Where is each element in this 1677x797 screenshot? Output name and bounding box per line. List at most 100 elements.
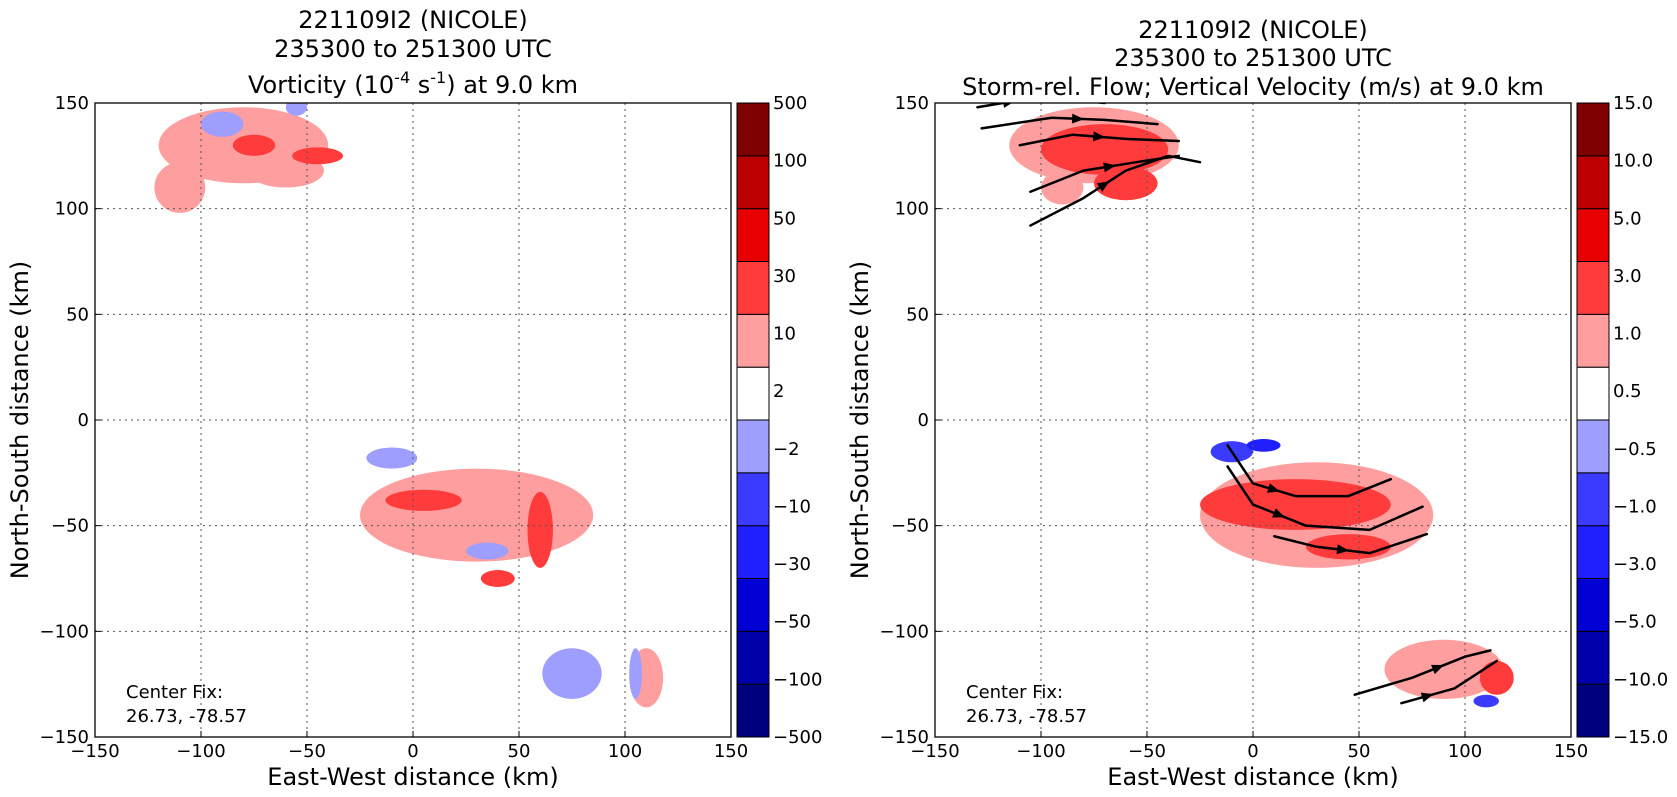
left-x-axis-label: East-West distance (km): [267, 763, 558, 791]
left-y-tick-label-5: 100: [55, 199, 89, 220]
left-contour-regions: [154, 103, 664, 708]
left-contour-region-8: [385, 489, 462, 511]
right-contour-region-2: [1094, 166, 1158, 201]
right-contour-region-8: [1246, 439, 1281, 452]
right-colorbar-label-7: 1.0: [1613, 324, 1642, 345]
left-x-tick-label-6: 150: [714, 741, 748, 762]
left-y-tick-label-0: −150: [40, 727, 89, 748]
right-x-tick-label-5: 100: [1448, 741, 1482, 762]
left-colorbar-label-1: −100: [773, 669, 822, 690]
left-y-axis-label: North-South distance (km): [6, 261, 34, 580]
right-y-tick-label-2: −50: [891, 516, 929, 537]
right-colorbar-swatch-10: [1576, 155, 1610, 210]
right-contour-region-3: [1041, 170, 1084, 205]
right-contour-region-10: [1479, 660, 1514, 695]
right-y-axis-label: North-South distance (km): [846, 261, 874, 580]
right-gridlines: [935, 103, 1571, 737]
right-streamline-arrow-6: [1272, 508, 1286, 518]
left-contour-region-6: [285, 103, 307, 116]
right-x-tick-label-2: −50: [1128, 741, 1166, 762]
right-colorbar-label-10: 10.0: [1613, 151, 1653, 172]
right-y-tick-label-4: 50: [906, 304, 929, 325]
left-x-ticks: −150 −100 −50 0 50 100 150: [70, 731, 748, 762]
right-colorbar-label-6: 0.5: [1613, 381, 1642, 402]
right-colorbar-swatch-3: [1576, 525, 1610, 580]
left-colorbar-label-8: 30: [773, 266, 796, 287]
right-contour-region-5: [1200, 479, 1391, 530]
right-y-tick-label-6: 150: [895, 93, 929, 114]
left-colorbar: −500 −100 −50 −30 −10 −2 2 10 30 50 100 500: [736, 93, 822, 748]
right-x-tick-label-1: −100: [1016, 741, 1065, 762]
right-y-tick-label-5: 100: [895, 199, 929, 220]
left-contour-region-10: [366, 447, 418, 469]
right-title-line-2: 235300 to 251300 UTC: [1114, 44, 1392, 72]
right-colorbar-label-11: 15.0: [1613, 93, 1653, 114]
left-colorbar-label-0: −500: [773, 727, 822, 748]
left-colorbar-swatch-11: [736, 102, 770, 157]
left-y-ticks: −150 −100 −50 0 50 100 150: [40, 93, 101, 748]
left-colorbar-label-10: 100: [773, 151, 807, 172]
right-colorbar: −15.0 −10.0 −5.0 −3.0 −1.0 −0.5 0.5 1.0 3.0 5.0 10…: [1576, 93, 1668, 748]
right-colorbar-swatch-8: [1576, 261, 1610, 315]
left-colorbar-swatch-5: [736, 419, 770, 474]
right-colorbar-swatch-9: [1576, 208, 1610, 263]
right-colorbar-swatch-0: [1576, 683, 1610, 738]
right-streamline-0: [976, 103, 1106, 109]
right-streamline-arrow-7: [1336, 544, 1350, 555]
right-streamline-9: [1400, 659, 1499, 705]
right-streamline-arrow-3: [1103, 162, 1116, 173]
right-colorbar-label-5: −0.5: [1613, 439, 1657, 460]
left-colorbar-label-11: 500: [773, 93, 807, 114]
left-contour-region-1: [154, 162, 206, 213]
right-x-axis-label: East-West distance (km): [1107, 763, 1398, 791]
left-colorbar-swatch-2: [736, 578, 770, 632]
left-contour-region-5: [201, 111, 244, 137]
right-y-ticks: −150 −100 −50 0 50 100 150: [880, 93, 941, 748]
right-y-tick-label-1: −100: [880, 621, 929, 642]
left-y-tick-label-6: 150: [55, 93, 89, 114]
left-colorbar-swatch-4: [736, 472, 770, 527]
left-colorbar-swatch-9: [736, 208, 770, 263]
right-x-tick-label-4: 50: [1348, 741, 1371, 762]
right-colorbar-label-0: −15.0: [1613, 727, 1668, 748]
left-title-sup-2: -1: [430, 68, 446, 87]
left-title-part-1: Vorticity (10: [248, 71, 394, 99]
right-colorbar-label-8: 3.0: [1613, 266, 1642, 287]
left-center-fix-label: Center Fix:: [126, 682, 223, 703]
right-streamline-arrow-9: [1420, 692, 1434, 703]
right-x-tick-label-6: 150: [1554, 741, 1588, 762]
right-streamline-4: [1029, 154, 1202, 227]
left-x-tick-label-5: 100: [608, 741, 642, 762]
left-x-tick-label-0: −150: [70, 741, 119, 762]
right-colorbar-label-4: −1.0: [1613, 496, 1657, 517]
left-x-tick-label-4: 50: [508, 741, 531, 762]
left-contour-region-12: [480, 570, 515, 587]
left-y-tick-label-1: −100: [40, 621, 89, 642]
left-title-line-2: 235300 to 251300 UTC: [274, 35, 552, 63]
left-colorbar-swatch-6: [736, 366, 770, 421]
left-y-tick-label-3: 0: [78, 410, 89, 431]
left-contour-region-15: [629, 648, 642, 699]
right-colorbar-label-1: −10.0: [1613, 669, 1668, 690]
right-y-tick-label-0: −150: [880, 727, 929, 748]
left-title-line-3: Vorticity (10-4 s-1) at 9.0 km: [248, 68, 578, 99]
right-x-tick-label-3: 0: [1247, 741, 1258, 762]
right-colorbar-swatch-6: [1576, 366, 1610, 421]
left-x-tick-label-2: −50: [288, 741, 326, 762]
left-y-tick-label-4: 50: [66, 304, 89, 325]
left-colorbar-label-4: −10: [773, 496, 811, 517]
right-streamline-arrow-1: [1071, 113, 1085, 124]
left-title-part-3: ) at 9.0 km: [446, 71, 578, 99]
left-contour-region-9: [527, 491, 553, 568]
left-y-tick-label-2: −50: [51, 516, 89, 537]
left-colorbar-label-6: 2: [773, 381, 784, 402]
left-center-fix-value: 26.73, -78.57: [126, 706, 247, 727]
right-colorbar-swatch-1: [1576, 630, 1610, 685]
right-title-line-1: 221109I2 (NICOLE): [1138, 16, 1368, 44]
left-x-tick-label-3: 0: [407, 741, 418, 762]
right-x-tick-label-0: −150: [910, 741, 959, 762]
right-streamline-6: [1226, 465, 1424, 532]
left-title-line-1: 221109I2 (NICOLE): [298, 6, 528, 34]
right-streamline-5: [1226, 444, 1393, 498]
